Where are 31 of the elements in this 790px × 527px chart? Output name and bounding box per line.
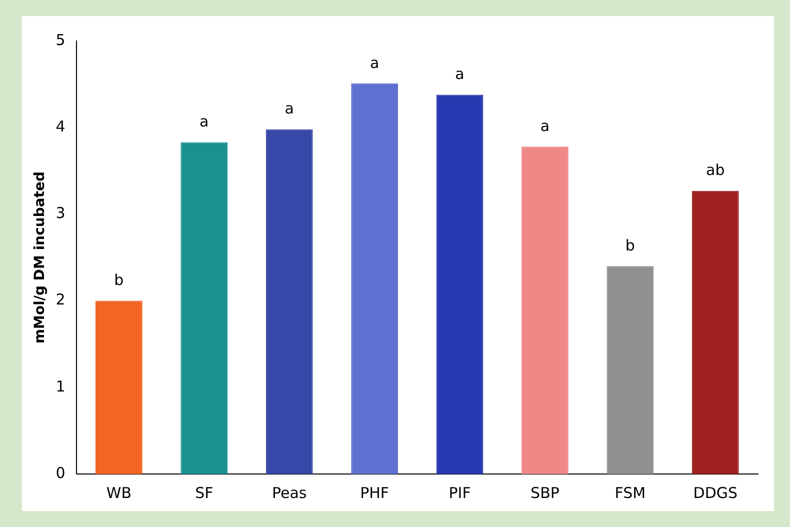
bar — [351, 83, 398, 474]
y-tick-label: 4 — [56, 117, 66, 136]
x-tick-label: Peas — [272, 484, 307, 502]
annotation: a — [284, 100, 294, 118]
x-tick-label: FSM — [614, 484, 646, 502]
bar — [606, 266, 654, 474]
annotation: a — [455, 65, 464, 84]
x-tick-label: WB — [106, 484, 132, 502]
y-tick-label: 1 — [56, 377, 66, 396]
bar — [436, 94, 484, 474]
x-tick-label: DDGS — [693, 484, 738, 502]
annotation: a — [540, 117, 550, 136]
annotation: b — [114, 271, 124, 290]
y-tick-label: 5 — [56, 30, 66, 49]
y-tick-label: 0 — [56, 464, 66, 482]
annotation: a — [200, 112, 209, 131]
bar — [180, 142, 228, 474]
x-tick-label: SF — [195, 484, 214, 502]
y-tick-label: 2 — [56, 290, 66, 309]
annotation: a — [370, 54, 380, 72]
x-tick-label: PHF — [360, 484, 390, 502]
x-tick-label: SBP — [530, 484, 560, 502]
bar — [692, 190, 739, 474]
y-tick-label: 3 — [56, 204, 66, 222]
annotation: ab — [706, 161, 725, 180]
annotation: b — [625, 236, 635, 255]
y-axis-title: mMol/g DM incubated — [32, 171, 48, 344]
bar — [266, 129, 313, 474]
bar — [96, 300, 142, 474]
x-tick-label: PIF — [448, 484, 471, 502]
bar — [522, 146, 568, 474]
